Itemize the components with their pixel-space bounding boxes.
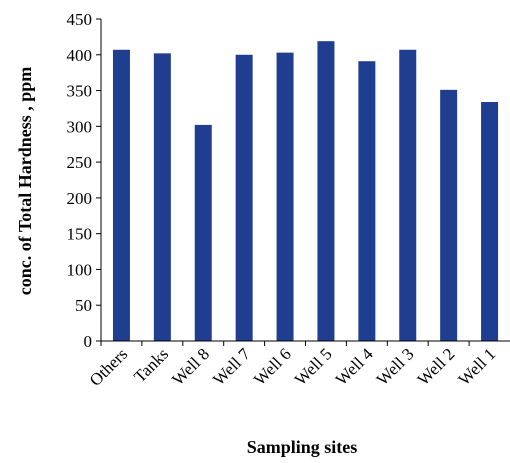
y-axis-title: conc. of Total Hardness , ppm (15, 67, 35, 296)
y-tick-label: 0 (84, 332, 93, 351)
y-tick-label: 50 (75, 296, 92, 315)
bar (317, 41, 335, 341)
bar (235, 54, 253, 342)
y-tick-label: 400 (67, 46, 93, 65)
x-tick-label: Well 8 (168, 344, 213, 389)
bar (440, 89, 458, 341)
bars (112, 41, 499, 342)
x-tick-label: Tanks (130, 344, 172, 386)
bar (399, 49, 417, 341)
y-axis: 0 50 100 150 200 250 300 350 400 450 (67, 10, 102, 351)
x-axis-title: Sampling sites (247, 437, 358, 457)
x-tick-label: Well 1 (455, 344, 500, 389)
x-tick-label: Well 6 (250, 344, 295, 389)
x-tick-label: Well 5 (291, 344, 336, 389)
y-tick-label: 250 (67, 153, 93, 172)
bar (153, 53, 171, 341)
y-tick-label: 100 (67, 260, 93, 279)
bar (276, 52, 294, 342)
bar (112, 49, 130, 341)
x-tick-label: Well 4 (332, 344, 377, 389)
y-tick-label: 450 (67, 10, 93, 29)
x-tick-label: Others (86, 344, 131, 389)
y-tick-label: 150 (67, 225, 93, 244)
x-tick-label: Well 3 (373, 344, 418, 389)
bar (194, 124, 212, 341)
bar (481, 102, 499, 341)
y-tick-label: 300 (67, 117, 93, 136)
y-tick-label: 350 (67, 82, 93, 101)
y-tick-label: 200 (67, 189, 93, 208)
bar (358, 61, 376, 342)
x-tick-label: Well 7 (209, 344, 254, 389)
x-tick-label: Well 2 (414, 344, 459, 389)
